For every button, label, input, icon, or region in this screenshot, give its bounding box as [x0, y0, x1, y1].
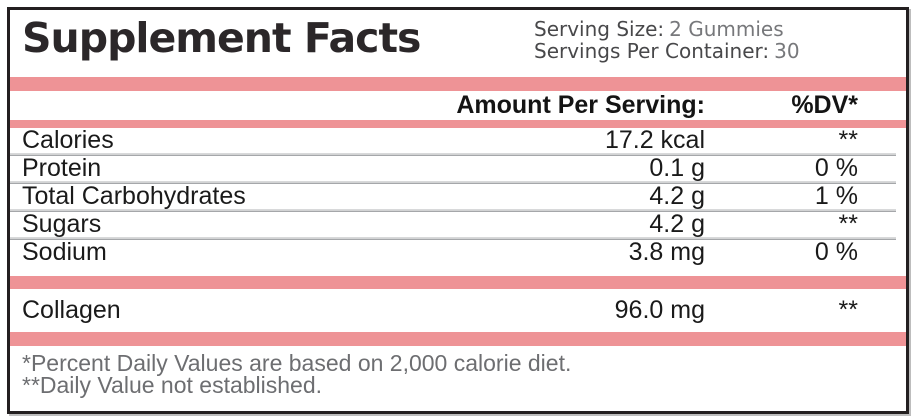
- divider-bar-top: [10, 77, 906, 91]
- footnote-percent-daily-values: *Percent Daily Values are based on 2,000…: [22, 350, 572, 376]
- nutrient-amount: 4.2 g: [649, 182, 705, 210]
- nutrient-name: Protein: [22, 154, 102, 182]
- column-header-row: Amount Per Serving: %DV*: [10, 91, 906, 120]
- nutrient-amount: 3.8 mg: [628, 238, 705, 266]
- nutrient-amount: 0.1 g: [649, 154, 705, 182]
- nutrient-row-sodium: Sodium 3.8 mg 0 %: [10, 240, 906, 265]
- row-separator: [10, 237, 896, 240]
- nutrient-row-sugars: Sugars 4.2 g **: [10, 212, 906, 237]
- divider-bar-under-header: [10, 120, 906, 128]
- nutrient-name: Sugars: [22, 210, 102, 238]
- supplement-facts-panel: Supplement Facts Serving Size: 2 Gummies …: [7, 7, 909, 414]
- nutrient-amount: 4.2 g: [649, 210, 705, 238]
- serving-size-value: 2 Gummies: [669, 17, 784, 41]
- serving-size-label: Serving Size:: [534, 17, 665, 41]
- nutrient-dv: 0 %: [814, 238, 858, 266]
- servings-per-container-line: Servings Per Container: 30: [534, 40, 906, 62]
- servings-per-container-value: 30: [774, 39, 800, 63]
- nutrient-dv: **: [838, 296, 858, 324]
- nutrient-amount: 17.2 kcal: [604, 126, 705, 154]
- amount-column-header: Amount Per Serving:: [456, 91, 705, 119]
- nutrient-row-calories: Calories 17.2 kcal **: [10, 128, 906, 153]
- row-separator: [10, 153, 896, 156]
- nutrient-dv: **: [838, 126, 858, 154]
- divider-bar-middle: [10, 276, 906, 289]
- panel-header: Supplement Facts Serving Size: 2 Gummies …: [10, 10, 906, 77]
- nutrient-name: Sodium: [22, 238, 107, 266]
- row-separator: [10, 181, 896, 184]
- servings-per-container-label: Servings Per Container:: [534, 39, 770, 63]
- spacer: [10, 265, 906, 276]
- nutrient-dv: 1 %: [814, 182, 858, 210]
- nutrient-dv: 0 %: [814, 154, 858, 182]
- nutrient-amount: 96.0 mg: [614, 296, 705, 324]
- panel-title: Supplement Facts: [22, 14, 421, 62]
- nutrient-row-total-carbohydrates: Total Carbohydrates 4.2 g 1 %: [10, 184, 906, 209]
- nutrient-name: Collagen: [22, 296, 121, 324]
- serving-size-line: Serving Size: 2 Gummies: [534, 18, 906, 40]
- row-separator: [10, 209, 896, 212]
- serving-info: Serving Size: 2 Gummies Servings Per Cont…: [534, 10, 906, 77]
- divider-bar-bottom: [10, 332, 906, 346]
- nutrient-row-protein: Protein 0.1 g 0 %: [10, 156, 906, 181]
- dv-column-header: %DV*: [791, 91, 858, 119]
- footnote-daily-value-not-established: **Daily Value not established.: [22, 372, 323, 398]
- nutrient-row-collagen: Collagen 96.0 mg **: [10, 289, 906, 332]
- nutrient-name: Calories: [22, 126, 114, 154]
- footnotes: *Percent Daily Values are based on 2,000…: [10, 346, 906, 411]
- nutrient-dv: **: [838, 210, 858, 238]
- nutrient-name: Total Carbohydrates: [22, 182, 246, 210]
